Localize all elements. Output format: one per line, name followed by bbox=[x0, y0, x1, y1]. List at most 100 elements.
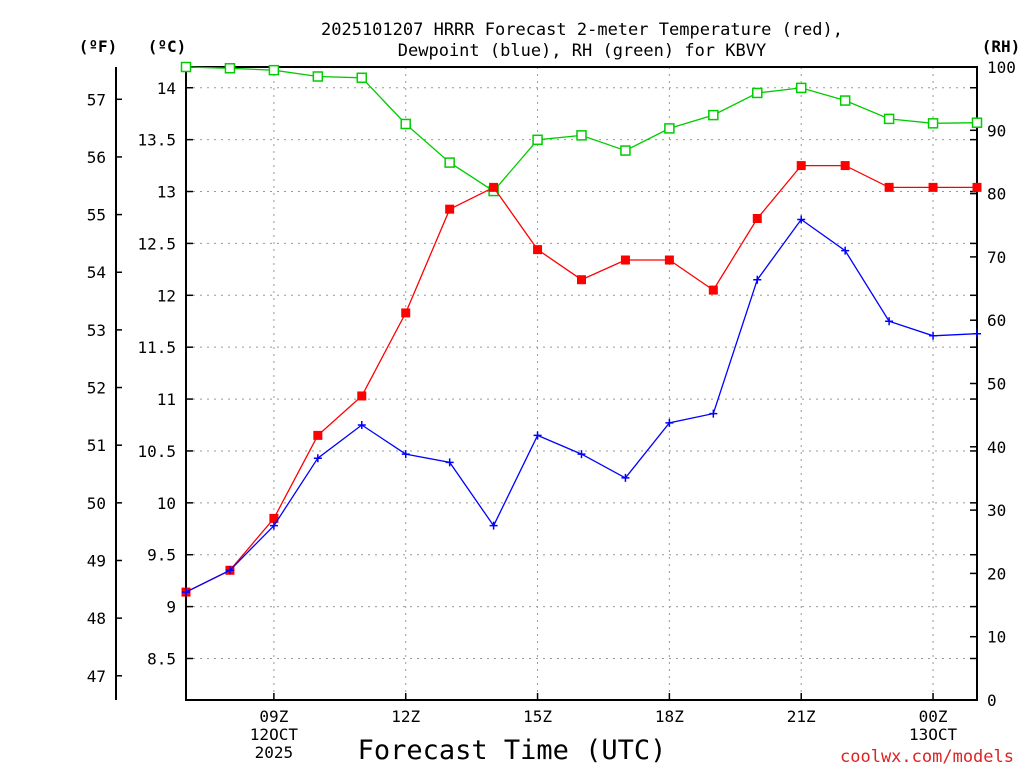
x-tick-label: 00Z bbox=[919, 707, 948, 726]
fahrenheit-tick-label: 57 bbox=[87, 90, 106, 109]
rh-tick-label: 20 bbox=[987, 564, 1006, 583]
celsius-tick-label: 13.5 bbox=[137, 131, 176, 150]
fahrenheit-tick-label: 54 bbox=[87, 263, 106, 282]
temperature-point bbox=[884, 182, 894, 192]
celsius-tick-label: 11.5 bbox=[137, 338, 176, 357]
dewpoint-point bbox=[973, 329, 981, 338]
celsius-tick-label: 9.5 bbox=[147, 546, 176, 565]
axes: 8.5 9 9.5 10 10.5 11 11.5 12 12.5 13 13.5 14 47 48 49 5… bbox=[87, 58, 1016, 762]
rh-unit-label: (RH) bbox=[982, 37, 1021, 56]
celsius-unit-label: (ºC) bbox=[148, 37, 187, 56]
rh-tick-label: 90 bbox=[987, 121, 1006, 140]
rh-tick-label: 10 bbox=[987, 628, 1006, 647]
temperature-point bbox=[533, 245, 543, 255]
rh-point bbox=[400, 118, 411, 130]
fahrenheit-tick-label: 52 bbox=[87, 379, 106, 398]
chart-title-line1: 2025101207 HRRR Forecast 2-meter Tempera… bbox=[321, 20, 843, 40]
celsius-tick-label: 10 bbox=[157, 494, 176, 513]
x-axis-title: Forecast Time (UTC) bbox=[358, 735, 667, 766]
dewpoint-point bbox=[401, 450, 410, 459]
x-tick-label: 12Z bbox=[391, 707, 420, 726]
data-series bbox=[180, 61, 983, 597]
x-tick-label: 21Z bbox=[787, 707, 816, 726]
rh-tick-label: 80 bbox=[987, 185, 1006, 204]
dewpoint-series bbox=[182, 215, 981, 597]
x-tick-label: 13OCT bbox=[909, 725, 958, 744]
rh-point bbox=[532, 134, 543, 146]
site-credit: coolwx.com/models bbox=[840, 747, 1014, 767]
dewpoint-point bbox=[313, 454, 322, 463]
rh-point bbox=[708, 109, 719, 121]
temperature-point bbox=[708, 285, 718, 295]
rh-point bbox=[224, 63, 236, 74]
fahrenheit-unit-label: (ºF) bbox=[79, 37, 118, 56]
rh-tick-label: 70 bbox=[987, 248, 1006, 267]
rh-point bbox=[444, 157, 455, 168]
dewpoint-point bbox=[797, 215, 806, 224]
temperature-point bbox=[840, 161, 850, 171]
dewpoint-point bbox=[182, 588, 190, 597]
dewpoint-point bbox=[489, 521, 498, 530]
celsius-tick-label: 9 bbox=[166, 598, 176, 617]
celsius-tick-label: 12.5 bbox=[137, 234, 176, 253]
celsius-tick-label: 13 bbox=[157, 183, 176, 202]
rh-point bbox=[312, 71, 324, 82]
rh-point bbox=[268, 64, 280, 76]
temperature-point bbox=[796, 161, 806, 171]
fahrenheit-tick-label: 53 bbox=[87, 321, 106, 340]
dewpoint-point bbox=[533, 431, 542, 440]
rh-tick-label: 100 bbox=[987, 58, 1016, 77]
temperature-point bbox=[972, 182, 982, 192]
temperature-point bbox=[313, 430, 323, 440]
rh-point bbox=[839, 95, 851, 106]
temperature-point bbox=[357, 391, 367, 401]
dewpoint-point bbox=[929, 331, 938, 340]
rh-tick-label: 50 bbox=[987, 375, 1006, 394]
temperature-point bbox=[928, 182, 938, 192]
rh-point bbox=[356, 72, 368, 84]
rh-point bbox=[576, 130, 587, 141]
x-tick-label: 15Z bbox=[523, 707, 552, 726]
rh-point bbox=[927, 118, 939, 129]
rh-tick-label: 60 bbox=[987, 311, 1006, 330]
dewpoint-point bbox=[225, 566, 234, 575]
celsius-tick-label: 8.5 bbox=[147, 649, 176, 668]
rh-tick-label: 30 bbox=[987, 501, 1006, 520]
dewpoint-point bbox=[577, 450, 586, 459]
rh-point bbox=[180, 61, 192, 73]
temperature-point bbox=[577, 275, 586, 285]
fahrenheit-tick-label: 55 bbox=[87, 206, 106, 225]
fahrenheit-tick-label: 48 bbox=[87, 609, 106, 628]
rh-point bbox=[620, 145, 631, 156]
rh-point bbox=[664, 123, 675, 134]
dewpoint-point bbox=[357, 421, 366, 430]
temperature-point bbox=[445, 204, 455, 214]
celsius-tick-label: 14 bbox=[157, 79, 176, 98]
x-tick-label: 12OCT bbox=[250, 725, 299, 744]
fahrenheit-tick-label: 50 bbox=[87, 494, 106, 513]
dewpoint-point bbox=[709, 409, 718, 418]
temperature-point bbox=[664, 255, 674, 265]
dewpoint-point bbox=[445, 458, 454, 467]
celsius-tick-label: 11 bbox=[157, 390, 176, 409]
temperature-point bbox=[620, 255, 630, 265]
fahrenheit-tick-label: 49 bbox=[87, 551, 106, 570]
fahrenheit-tick-label: 51 bbox=[87, 436, 106, 455]
temperature-point bbox=[489, 182, 499, 192]
x-tick-label: 2025 bbox=[255, 743, 294, 762]
x-tick-label: 18Z bbox=[655, 707, 684, 726]
temperature-point bbox=[401, 308, 411, 318]
dewpoint-point bbox=[841, 246, 850, 255]
celsius-tick-label: 12 bbox=[157, 286, 176, 305]
dewpoint-point bbox=[269, 521, 278, 530]
grid-lines bbox=[186, 67, 977, 700]
fahrenheit-tick-label: 47 bbox=[87, 667, 106, 686]
temperature-point bbox=[752, 214, 762, 224]
dewpoint-point bbox=[621, 473, 630, 482]
rh-point bbox=[883, 113, 895, 125]
rh-point bbox=[971, 117, 983, 128]
dewpoint-point bbox=[885, 317, 894, 326]
chart-title-line2: Dewpoint (blue), RH (green) for KBVY bbox=[398, 41, 766, 61]
